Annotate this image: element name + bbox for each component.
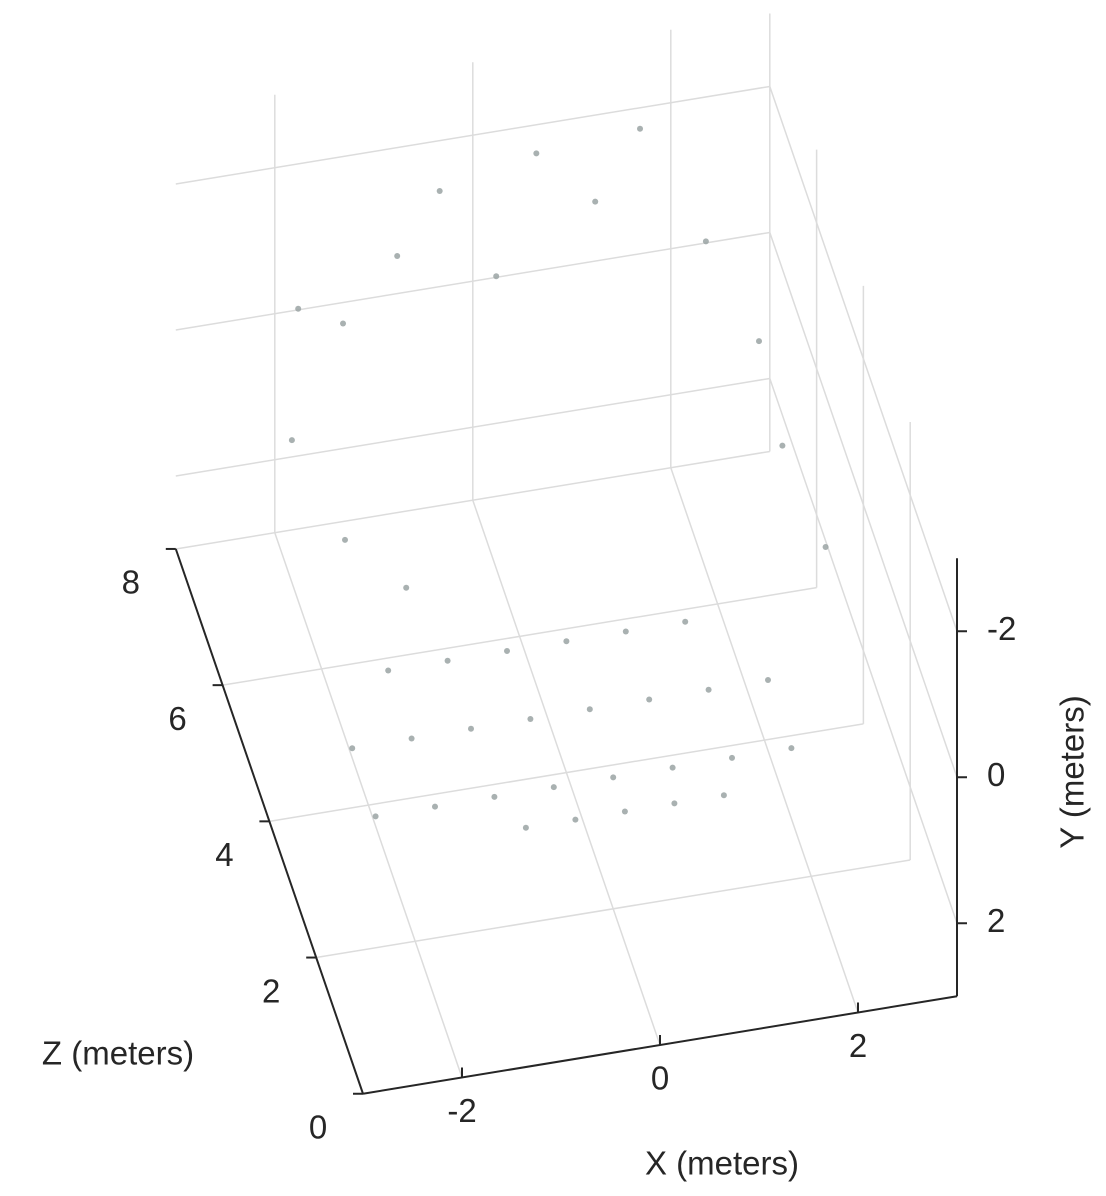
z-tick-label: 4 xyxy=(215,836,233,873)
point xyxy=(385,667,391,673)
y-tick-label: 0 xyxy=(987,756,1005,793)
point xyxy=(289,437,295,443)
point xyxy=(721,792,727,798)
point xyxy=(437,188,443,194)
x-tick-label: 0 xyxy=(651,1060,669,1097)
point xyxy=(706,687,712,693)
point xyxy=(504,648,510,654)
point xyxy=(779,443,785,449)
grid-line xyxy=(269,724,863,822)
point xyxy=(349,745,355,751)
point xyxy=(342,537,348,543)
z-tick-label: 0 xyxy=(309,1108,327,1145)
point xyxy=(592,199,598,205)
point xyxy=(340,321,346,327)
x-tick-label: -2 xyxy=(447,1092,476,1129)
x-tick-label: 2 xyxy=(849,1027,867,1064)
axes: -2 0 2 -2 0 2 0 2 4 6 8 xyxy=(122,549,1017,1146)
point xyxy=(587,706,593,712)
point xyxy=(551,784,557,790)
z-tick-label: 6 xyxy=(168,700,186,737)
z-tick-label: 2 xyxy=(262,972,280,1009)
point xyxy=(788,745,794,751)
point xyxy=(637,126,643,132)
point xyxy=(493,273,499,279)
point xyxy=(756,338,762,344)
point xyxy=(646,697,652,703)
point xyxy=(394,253,400,259)
point xyxy=(572,817,578,823)
z-axis-label: Z (meters) xyxy=(42,1035,194,1072)
y-tick-label: -2 xyxy=(987,610,1016,647)
point xyxy=(409,736,415,742)
point xyxy=(403,585,409,591)
point xyxy=(623,628,629,634)
point xyxy=(295,306,301,312)
point xyxy=(373,813,379,819)
x-axis-label: X (meters) xyxy=(645,1145,799,1182)
point xyxy=(527,716,533,722)
point xyxy=(533,150,539,156)
point xyxy=(563,638,569,644)
chart: -2 0 2 -2 0 2 0 2 4 6 8 X (meters) Z (meters) Y (m… xyxy=(0,0,1106,1196)
point xyxy=(445,658,451,664)
grid xyxy=(176,13,957,1093)
point xyxy=(610,774,616,780)
point xyxy=(671,800,677,806)
point xyxy=(468,726,474,732)
point xyxy=(703,238,709,244)
y-tick-label: 2 xyxy=(987,902,1005,939)
point xyxy=(670,765,676,771)
point xyxy=(523,825,529,831)
point xyxy=(622,808,628,814)
y-axis-label: Y (meters) xyxy=(1054,695,1091,848)
grid-line xyxy=(316,860,910,958)
point xyxy=(491,794,497,800)
point-cloud xyxy=(289,126,829,831)
point xyxy=(823,544,829,550)
point xyxy=(729,755,735,761)
z-tick-label: 8 xyxy=(122,564,140,601)
point xyxy=(682,619,688,625)
point xyxy=(432,804,438,810)
grid-line xyxy=(223,588,817,686)
point xyxy=(765,677,771,683)
